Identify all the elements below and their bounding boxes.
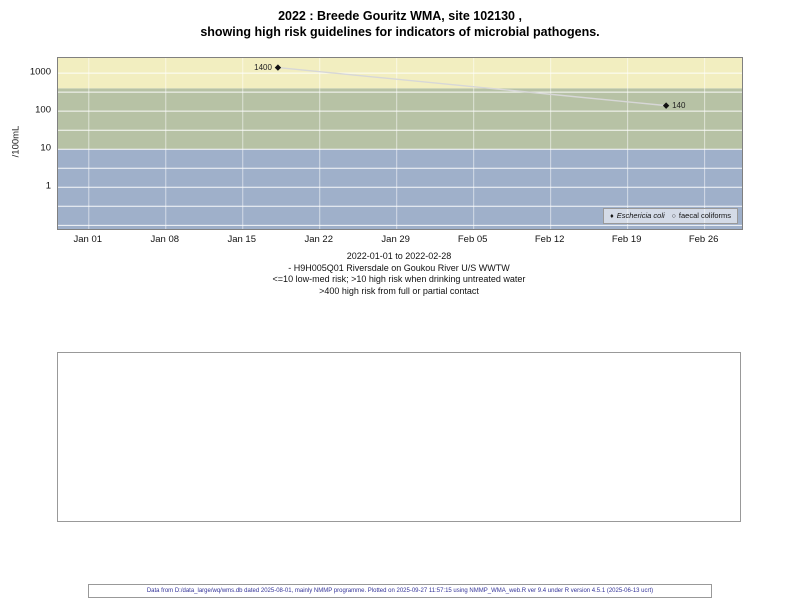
caption-site: - H9H005Q01 Riversdale on Goukou River U…: [288, 262, 510, 273]
y-tick-label: 100: [35, 104, 51, 116]
x-tick-label: Feb 12: [534, 234, 565, 245]
caption: 2022-01-01 to 2022-02-28 - H9H005Q01 Riv…: [0, 251, 798, 297]
legend-label: Eschericia coli: [616, 211, 665, 220]
x-tick-label: Feb 26: [688, 234, 719, 245]
x-tick-label: Jan 01: [73, 234, 103, 245]
caption-date-range: 2022-01-01 to 2022-02-28: [346, 251, 452, 261]
legend: ♦ Eschericia coli ○ faecal coliforms: [603, 208, 738, 224]
x-tick-label: Feb 05: [457, 234, 488, 245]
x-tick-label: Jan 29: [381, 234, 410, 245]
caption-guideline-contact: >400 high risk from full or partial cont…: [319, 285, 479, 296]
legend-item: ○ faecal coliforms: [672, 211, 731, 220]
x-tick-label: Jan 22: [304, 234, 333, 245]
chart-title-line1: 2022 : Breede Gouritz WMA, site 102130 ,: [278, 9, 522, 23]
data-line: [277, 66, 667, 107]
legend-item: ♦ Eschericia coli: [610, 211, 665, 220]
risk-band-high-risk-drinking: [58, 88, 742, 150]
chart-title-line2: showing high risk guidelines for indicat…: [200, 25, 600, 39]
x-tick-label: Feb 19: [611, 234, 642, 245]
x-tick-label: Jan 15: [227, 234, 256, 245]
y-tick-label: 10: [40, 142, 51, 154]
legend-label: faecal coliforms: [678, 211, 731, 220]
data-point: [662, 102, 670, 109]
y-tick-label: 1: [45, 180, 51, 192]
y-axis-label: /100mL: [10, 125, 22, 158]
empty-panel: [57, 352, 741, 522]
chart-title: 2022 : Breede Gouritz WMA, site 102130 ,…: [0, 8, 800, 40]
plot-area: 1400 140 ♦ Eschericia coli ○ faecal coliform…: [57, 57, 743, 230]
data-point-label: 140: [672, 101, 686, 110]
data-point-label: 1400: [254, 63, 272, 72]
y-tick-label: 1000: [29, 66, 51, 78]
x-tick-label: Jan 08: [150, 234, 180, 245]
footer-note: Data from D:/data_large/wq/wms.db dated …: [88, 584, 712, 598]
diamond-marker-icon: ♦: [610, 213, 614, 220]
data-point: [274, 64, 282, 71]
plot-canvas: 1400 140: [58, 58, 742, 229]
caption-guideline-drinking: <=10 low-med risk; >10 high risk when dr…: [272, 274, 526, 284]
circle-marker-icon: ○: [671, 213, 676, 220]
